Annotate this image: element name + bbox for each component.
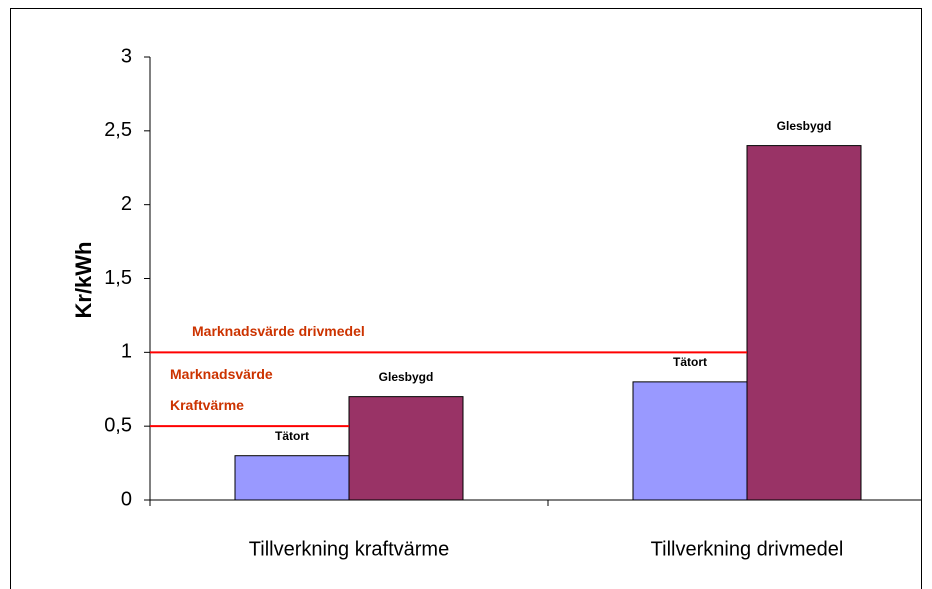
x-tick-label: Tillverkning kraftvärme bbox=[249, 538, 449, 560]
bar bbox=[632, 381, 748, 501]
bar bbox=[234, 455, 350, 501]
x-tick-label: Tillverkning drivmedel bbox=[651, 538, 844, 560]
reference-label: Marknadsvärde drivmedel bbox=[192, 323, 365, 339]
bar-label: Tätort bbox=[275, 429, 309, 443]
y-tick-label: 0,5 bbox=[104, 414, 132, 436]
bar-label: Glesbygd bbox=[777, 119, 832, 133]
y-tick-label: 2,5 bbox=[104, 119, 132, 141]
y-axis-label: Kr/kWh bbox=[71, 242, 96, 319]
y-tick-label: 1,5 bbox=[104, 267, 132, 289]
bar bbox=[746, 145, 862, 501]
bar-label: Glesbygd bbox=[379, 370, 434, 384]
y-tick-label: 2 bbox=[121, 193, 132, 215]
y-tick-label: 3 bbox=[121, 45, 132, 67]
bar-label: Tätort bbox=[673, 355, 707, 369]
y-tick-label: 0 bbox=[121, 488, 132, 510]
reference-label: Marknadsvärde bbox=[170, 366, 273, 382]
y-tick-label: 1 bbox=[121, 341, 132, 363]
bar bbox=[348, 396, 464, 501]
reference-label: Kraftvärme bbox=[170, 397, 244, 413]
